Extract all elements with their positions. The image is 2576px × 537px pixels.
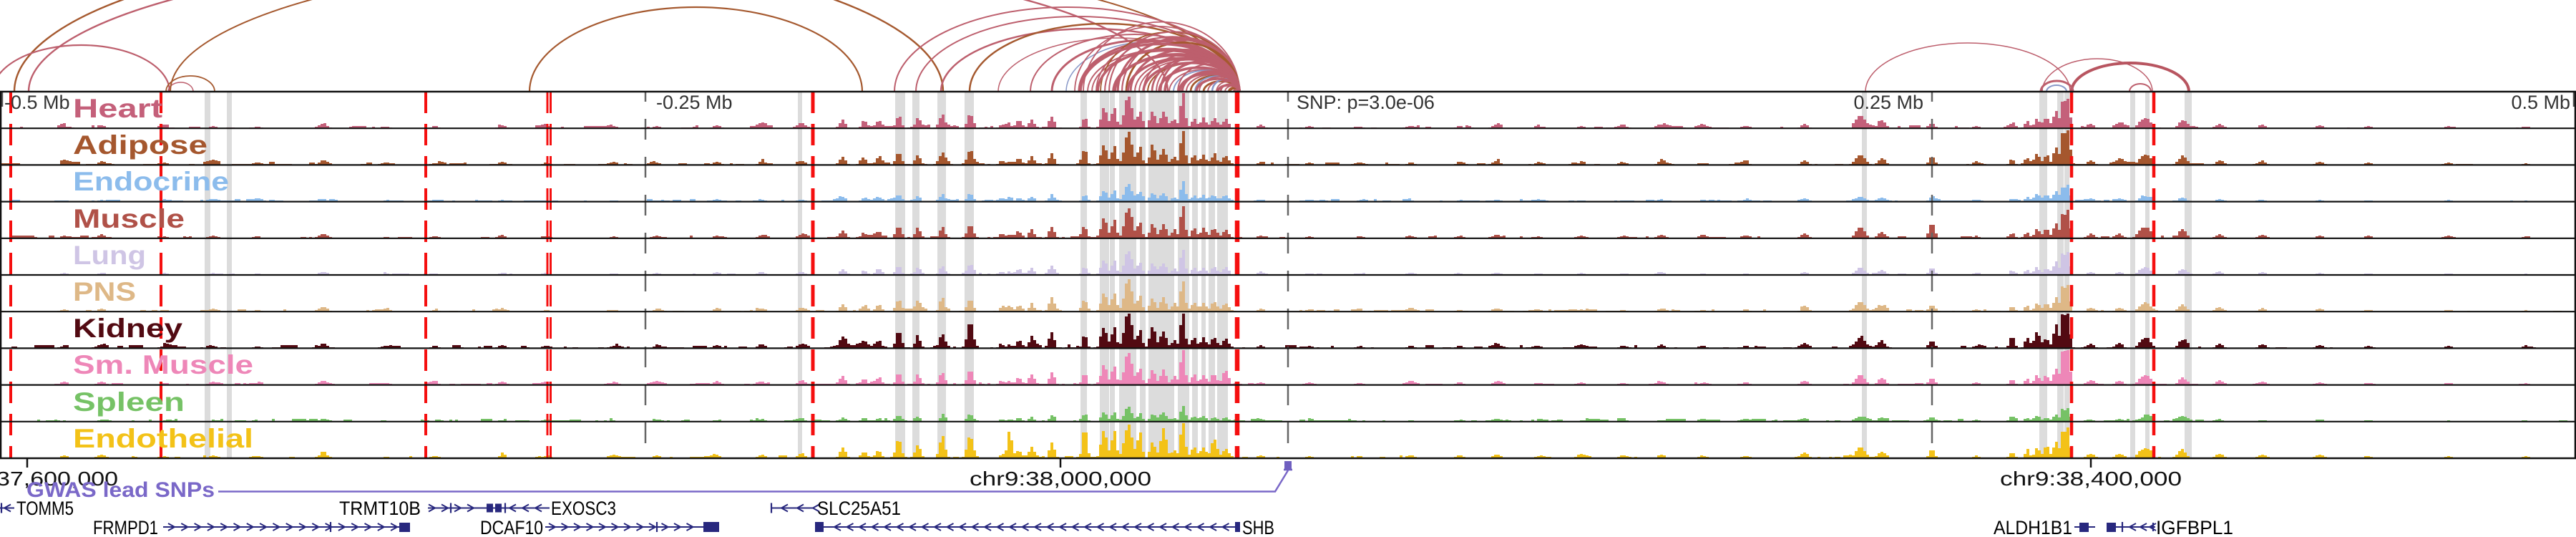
svg-text:Lung: Lung <box>73 241 146 270</box>
svg-text:0.5 Mb: 0.5 Mb <box>2511 92 2570 113</box>
svg-text:FRMPD1: FRMPD1 <box>93 517 158 537</box>
svg-text:PNS: PNS <box>73 277 136 306</box>
svg-text:37,600,000: 37,600,000 <box>0 468 118 490</box>
svg-text:Endocrine: Endocrine <box>73 167 229 196</box>
svg-text:Spleen: Spleen <box>73 387 185 417</box>
svg-text:GWAS lead SNPs: GWAS lead SNPs <box>26 478 215 502</box>
svg-text:SLC25A51: SLC25A51 <box>817 498 901 519</box>
svg-text:-0.25 Mb: -0.25 Mb <box>656 92 733 113</box>
svg-text:chr9:38,000,000: chr9:38,000,000 <box>970 468 1151 490</box>
svg-text:-0.5 Mb: -0.5 Mb <box>4 92 70 113</box>
svg-text:ALDH1B1: ALDH1B1 <box>1994 517 2072 537</box>
svg-text:Heart: Heart <box>73 94 162 123</box>
svg-text:Muscle: Muscle <box>73 204 185 233</box>
svg-text:DCAF10: DCAF10 <box>480 517 543 537</box>
svg-text:TRMT10B: TRMT10B <box>339 498 421 519</box>
svg-text:chr9:38,400,000: chr9:38,400,000 <box>2000 468 2182 490</box>
svg-text:Kidney: Kidney <box>73 314 183 343</box>
svg-text:Sm. Muscle: Sm. Muscle <box>73 350 253 379</box>
svg-text:Adipose: Adipose <box>73 130 208 160</box>
svg-text:Endothelial: Endothelial <box>73 424 253 453</box>
svg-text:TOMM5: TOMM5 <box>16 498 74 519</box>
svg-text:0.25 Mb: 0.25 Mb <box>1853 92 1923 113</box>
svg-text:IGFBPL1: IGFBPL1 <box>2156 517 2233 537</box>
svg-text:SNP: p=3.0e-06: SNP: p=3.0e-06 <box>1297 92 1435 113</box>
svg-text:SHB: SHB <box>1242 517 1274 537</box>
svg-text:EXOSC3: EXOSC3 <box>551 498 616 519</box>
